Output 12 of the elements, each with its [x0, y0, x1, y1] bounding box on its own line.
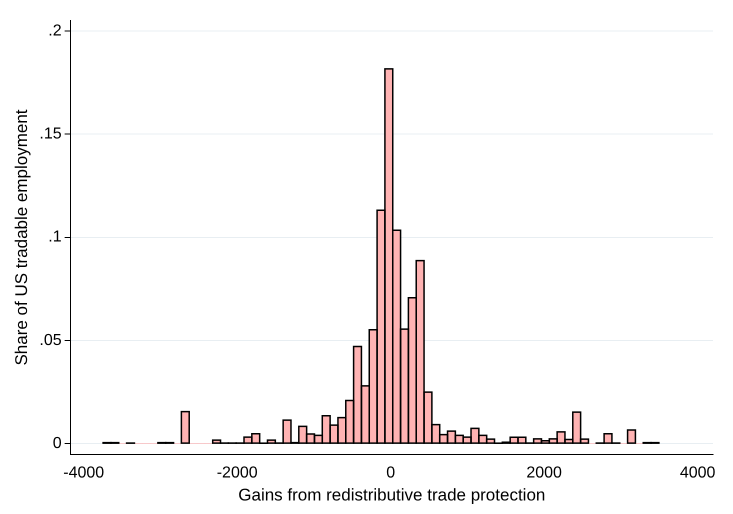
x-tick-label: 0	[386, 464, 396, 482]
y-tick-label: .05	[39, 332, 62, 349]
x-tick-label: 2000	[526, 464, 562, 482]
y-tick-label: .15	[39, 126, 62, 143]
y-tick-label: .1	[48, 228, 62, 246]
x-tick-label: 4000	[680, 464, 716, 482]
x-tick-label: -4000	[63, 464, 104, 482]
y-tick-label: 0	[52, 435, 62, 452]
y-tick-label: .2	[48, 22, 62, 40]
x-axis-title: Gains from redistributive trade protection	[238, 485, 546, 504]
y-axis-title: Share of US tradable employment	[12, 109, 31, 366]
x-tick-label: -2000	[216, 464, 258, 482]
